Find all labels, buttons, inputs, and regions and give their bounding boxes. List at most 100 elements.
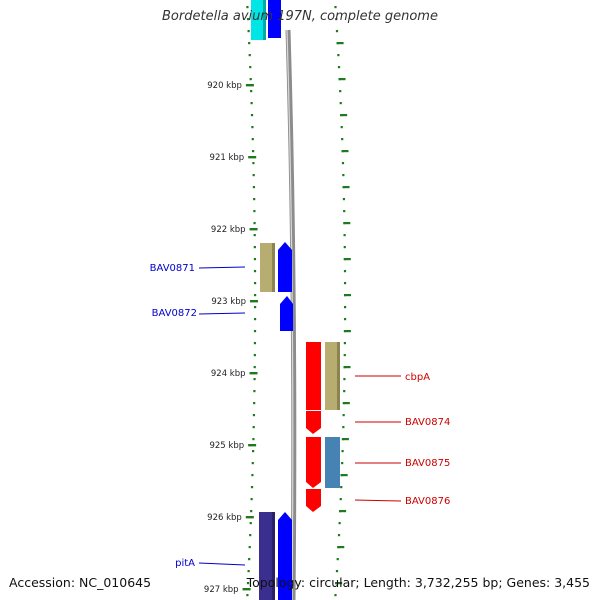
minor-tick-right xyxy=(336,558,339,561)
minor-tick-right xyxy=(343,306,347,309)
minor-tick-left xyxy=(250,510,253,513)
major-tick-right xyxy=(336,42,344,45)
gene-label-bav0875[interactable]: BAV0875 xyxy=(405,458,450,469)
minor-tick-left xyxy=(253,210,256,213)
map-title: Bordetella avium 197N, complete genome xyxy=(162,9,438,24)
gene-bav0874-arrow[interactable] xyxy=(306,411,321,434)
tick-label: 927 kbp xyxy=(204,585,239,595)
minor-tick-right xyxy=(343,342,347,345)
minor-tick-right xyxy=(342,414,345,417)
minor-tick-right xyxy=(335,30,339,33)
tick-label: 920 kbp xyxy=(207,81,242,91)
gene-cyan-top[interactable] xyxy=(251,0,266,40)
gene-red-cbpA-companion[interactable] xyxy=(306,342,321,410)
gene-label-bav0876[interactable]: BAV0876 xyxy=(405,496,450,507)
gene-bav0871-arrow[interactable] xyxy=(278,242,292,292)
minor-tick-left xyxy=(253,378,256,381)
major-tick-right xyxy=(337,546,345,549)
major-tick-right xyxy=(342,186,350,189)
leader-pitA xyxy=(198,562,246,566)
major-tick-left xyxy=(249,300,258,303)
gene-label-cbpA[interactable]: cbpA xyxy=(405,372,430,383)
minor-tick-left xyxy=(251,138,254,141)
minor-tick-right xyxy=(341,162,345,165)
label-leaders xyxy=(198,266,402,566)
minor-tick-left xyxy=(253,366,256,369)
minor-tick-left xyxy=(253,294,257,297)
minor-tick-right xyxy=(341,450,344,453)
minor-tick-left xyxy=(251,474,254,477)
minor-tick-left xyxy=(249,78,252,81)
minor-tick-right xyxy=(341,462,344,465)
minor-tick-left xyxy=(248,558,251,561)
gene-purple-shade xyxy=(272,512,275,600)
gene-bav0872-arrow[interactable] xyxy=(280,296,293,331)
minor-tick-left xyxy=(250,498,253,501)
major-tick-right xyxy=(342,402,350,405)
gene-khaki-shade xyxy=(272,243,275,292)
minor-tick-right xyxy=(334,594,337,597)
minor-tick-left xyxy=(252,162,255,165)
minor-tick-right xyxy=(339,90,342,93)
gene-steel-bav0875[interactable] xyxy=(325,437,340,488)
major-tick-right xyxy=(340,114,348,117)
gene-label-bav0872[interactable]: BAV0872 xyxy=(152,308,197,319)
gene-bav0875-arrow[interactable] xyxy=(306,437,321,488)
minor-tick-right xyxy=(337,534,341,537)
tick-label: 923 kbp xyxy=(211,297,246,307)
minor-tick-right xyxy=(343,246,346,249)
minor-tick-right xyxy=(335,570,339,573)
minor-tick-right xyxy=(343,354,346,357)
minor-tick-left xyxy=(246,594,249,597)
major-tick-left xyxy=(249,372,258,375)
minor-tick-left xyxy=(253,306,257,309)
gene-purple-pitA-companion[interactable] xyxy=(259,512,275,600)
minor-tick-left xyxy=(251,462,254,465)
major-tick-left xyxy=(245,84,254,87)
minor-tick-left xyxy=(251,126,254,129)
minor-tick-left xyxy=(253,390,256,393)
gene-blue-top[interactable] xyxy=(268,0,281,38)
minor-tick-left xyxy=(252,414,256,417)
leader-bav0872 xyxy=(198,312,246,315)
leader-bav0871 xyxy=(198,266,246,269)
gene-label-pitA[interactable]: pitA xyxy=(175,558,195,569)
minor-tick-right xyxy=(343,210,346,213)
major-tick-right xyxy=(343,258,351,261)
minor-tick-right xyxy=(337,66,341,69)
major-tick-right xyxy=(341,150,349,153)
gene-label-bav0871[interactable]: BAV0871 xyxy=(150,263,195,274)
minor-tick-right xyxy=(343,318,347,321)
minor-tick-right xyxy=(343,270,347,273)
minor-tick-left xyxy=(252,438,255,441)
minor-tick-left xyxy=(246,18,250,21)
accession-text: Accession: NC_010645 xyxy=(9,575,152,590)
minor-tick-left xyxy=(253,342,257,345)
major-tick-right xyxy=(335,582,343,585)
gene-pitA-arrow[interactable] xyxy=(278,512,292,600)
minor-tick-left xyxy=(248,54,251,57)
minor-tick-right xyxy=(338,522,341,525)
minor-tick-left xyxy=(253,258,257,261)
gene-label-bav0874[interactable]: BAV0874 xyxy=(405,417,450,428)
minor-tick-left xyxy=(250,486,254,489)
minor-tick-left xyxy=(253,330,257,333)
major-tick-right xyxy=(340,474,348,477)
gene-bav0876-arrow[interactable] xyxy=(306,489,321,512)
tick-labels: 920 kbp 921 kbp 922 kbp 923 kbp 924 kbp 925 k… xyxy=(204,81,246,595)
gene-khaki-cbpA-shade xyxy=(337,342,340,410)
major-tick-left xyxy=(245,516,254,519)
minor-tick-left xyxy=(247,570,250,573)
minor-tick-left xyxy=(250,114,254,117)
minor-tick-left xyxy=(253,270,257,273)
gene-khaki-cbpA[interactable] xyxy=(325,342,340,410)
minor-tick-right xyxy=(343,282,347,285)
tick-label: 924 kbp xyxy=(211,369,246,379)
major-tick-right xyxy=(339,510,347,513)
gene-khaki-bav0871-companion[interactable] xyxy=(260,243,275,292)
minor-tick-left xyxy=(253,318,257,321)
minor-tick-left xyxy=(253,402,256,405)
minor-tick-left xyxy=(250,90,253,93)
minor-tick-right xyxy=(335,18,338,21)
